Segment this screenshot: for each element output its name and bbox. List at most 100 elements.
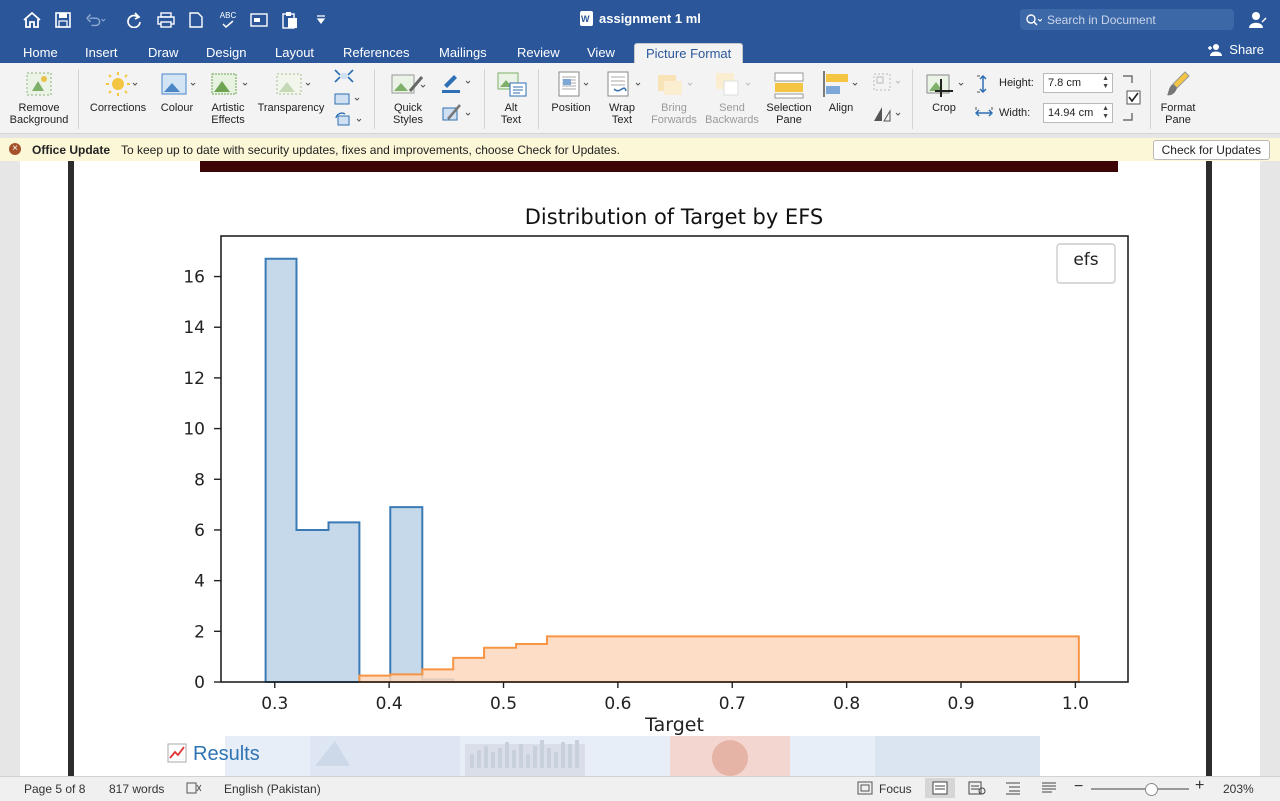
align-label: Align <box>828 102 854 114</box>
selection-pane-button[interactable]: Selection Pane <box>762 69 816 126</box>
remove-background-label-1: Remove <box>18 102 60 114</box>
position-button[interactable]: Position <box>546 69 596 114</box>
tab-draw[interactable]: Draw <box>148 45 179 60</box>
customize-toolbar-icon[interactable] <box>311 10 331 30</box>
y-tick-label: 14 <box>183 318 205 338</box>
search-icon <box>1026 13 1042 25</box>
tab-picture-format[interactable]: Picture Format <box>634 43 744 64</box>
reset-picture-icon[interactable] <box>333 112 363 131</box>
redo-icon[interactable] <box>124 10 144 30</box>
screen-icon[interactable] <box>249 10 269 30</box>
image-band <box>200 161 1118 172</box>
selection-pane-icon <box>774 72 804 99</box>
bring-forwards-button[interactable]: Bring Forwards <box>650 69 698 126</box>
spelling-icon[interactable]: ABC <box>218 10 238 30</box>
remove-background-button[interactable]: Remove Background <box>8 69 70 126</box>
focus-icon[interactable] <box>857 781 873 798</box>
undo-icon[interactable] <box>86 10 106 30</box>
zoom-in-button[interactable]: + <box>1195 777 1205 794</box>
word-count[interactable]: 817 words <box>109 782 165 796</box>
remove-background-label-2: Background <box>9 114 69 126</box>
tab-layout[interactable]: Layout <box>275 45 315 60</box>
outline-view-button[interactable] <box>1004 780 1022 799</box>
plot-area <box>221 236 1128 682</box>
send-backwards-button[interactable]: Send Backwards <box>704 69 760 126</box>
width-stepper[interactable]: ▲ ▼ <box>1102 105 1109 120</box>
colour-button[interactable]: Colour <box>154 69 200 114</box>
account-icon[interactable] <box>1248 10 1268 30</box>
language[interactable]: English (Pakistan) <box>224 782 321 796</box>
document-title-text: assignment 1 ml <box>599 11 701 26</box>
zoom-level[interactable]: 203% <box>1223 782 1254 796</box>
rotate-icon[interactable] <box>870 103 904 128</box>
transparency-button[interactable]: Transparency <box>255 69 327 114</box>
width-field[interactable]: 14.94 cm ▲ ▼ <box>1043 103 1113 123</box>
quick-styles-label-2: Styles <box>393 114 423 126</box>
new-document-icon[interactable] <box>186 10 206 30</box>
paste-icon[interactable] <box>280 10 300 30</box>
home-icon[interactable] <box>22 10 42 30</box>
print-layout-icon <box>932 781 948 795</box>
picture-effects-icon[interactable] <box>440 103 474 128</box>
print-icon[interactable] <box>156 10 176 30</box>
tab-mailings[interactable]: Mailings <box>439 45 487 60</box>
share-button[interactable]: Share <box>1207 42 1264 57</box>
quick-styles-button[interactable]: Quick Styles <box>384 69 432 126</box>
document-canvas[interactable]: Distribution of Target by EFS 0.3 0.4 0.5 0… <box>0 161 1280 776</box>
search-input[interactable]: Search in Document <box>1020 9 1234 30</box>
artistic-effects-button[interactable]: Artistic Effects <box>204 69 252 126</box>
tab-home[interactable]: Home <box>23 45 58 60</box>
alt-text-label-1: Alt <box>504 102 518 114</box>
alt-text-button[interactable]: Alt Text <box>492 69 530 126</box>
height-stepper[interactable]: ▲ ▼ <box>1102 75 1109 90</box>
align-button[interactable]: Align <box>820 69 862 114</box>
zoom-slider-thumb[interactable] <box>1145 783 1158 796</box>
crop-button[interactable]: Crop <box>920 69 968 114</box>
close-icon[interactable]: × <box>9 143 21 155</box>
zoom-out-button[interactable]: − <box>1074 778 1084 795</box>
x-tick-label: 1.0 <box>1062 694 1089 714</box>
histogram-chart[interactable]: 0.3 0.4 0.5 0.6 0.7 0.8 0.9 1.0 0 2 4 6 8 10 12 14 16 Tar… <box>0 161 1280 741</box>
focus-label[interactable]: Focus <box>879 782 912 796</box>
embedded-image[interactable] <box>225 736 1040 776</box>
add-person-icon <box>1208 43 1223 56</box>
proofing-icon[interactable] <box>186 781 202 798</box>
bring-forwards-label-2: Forwards <box>651 114 697 126</box>
ribbon-separator <box>912 69 913 129</box>
x-tick-label: 0.6 <box>604 694 631 714</box>
tab-references[interactable]: References <box>343 45 410 60</box>
results-heading[interactable]: Results <box>193 743 260 765</box>
web-layout-view-button[interactable] <box>968 780 986 799</box>
tab-design[interactable]: Design <box>206 45 247 60</box>
message-title: Office Update <box>32 143 111 157</box>
legend-box <box>1056 243 1116 284</box>
save-icon[interactable] <box>53 10 73 30</box>
compress-pictures-icon[interactable] <box>333 68 355 87</box>
format-pane-button[interactable]: Format Pane <box>1156 69 1200 126</box>
crop-icon <box>926 74 964 97</box>
change-picture-icon[interactable] <box>333 91 363 110</box>
outline-icon <box>1006 782 1020 795</box>
width-label: Width: <box>999 107 1031 119</box>
x-tick-label: 0.7 <box>719 694 746 714</box>
zoom-slider[interactable] <box>1091 788 1189 790</box>
wrap-text-button[interactable]: Wrap Text <box>602 69 642 126</box>
page-count[interactable]: Page 5 of 8 <box>24 782 86 796</box>
height-icon <box>975 74 991 96</box>
check-for-updates-button[interactable]: Check for Updates <box>1152 140 1270 160</box>
picture-border-icon[interactable] <box>440 71 474 96</box>
draft-view-button[interactable] <box>1040 780 1058 799</box>
print-layout-view-button[interactable] <box>925 778 955 798</box>
lock-aspect-ratio-icon[interactable] <box>1120 73 1142 126</box>
format-pane-label-1: Format <box>1160 102 1196 114</box>
group-objects-icon[interactable] <box>870 71 904 96</box>
tab-view[interactable]: View <box>587 45 615 60</box>
width-icon <box>974 105 994 124</box>
tab-review[interactable]: Review <box>517 45 560 60</box>
remove-background-icon <box>26 72 52 96</box>
sun-icon <box>106 72 138 96</box>
corrections-button[interactable]: Corrections <box>86 69 150 114</box>
message-text: To keep up to date with security updates… <box>121 143 620 157</box>
height-field[interactable]: 7.8 cm ▲ ▼ <box>1043 73 1113 93</box>
tab-insert[interactable]: Insert <box>85 45 118 60</box>
